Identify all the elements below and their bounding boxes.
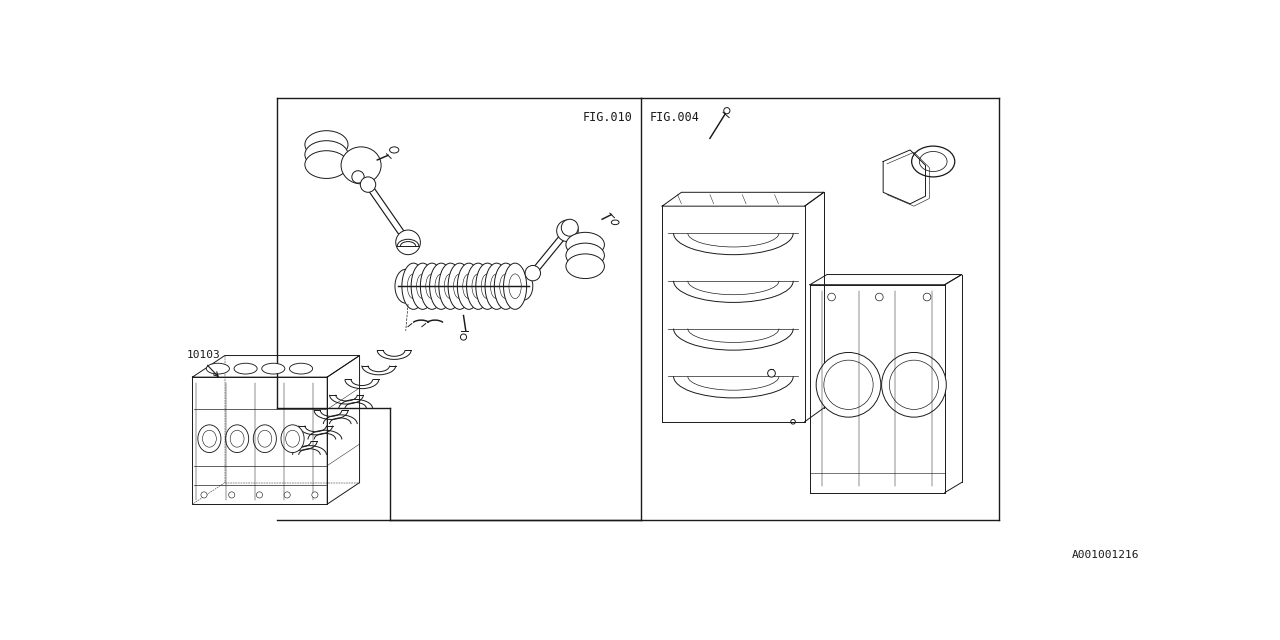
Circle shape	[525, 266, 540, 281]
Ellipse shape	[289, 364, 312, 374]
Ellipse shape	[402, 263, 425, 309]
Circle shape	[284, 492, 291, 498]
Circle shape	[557, 220, 579, 241]
Ellipse shape	[411, 263, 434, 309]
Ellipse shape	[262, 364, 285, 374]
Ellipse shape	[476, 263, 499, 309]
Circle shape	[312, 492, 317, 498]
Ellipse shape	[285, 430, 300, 447]
Ellipse shape	[389, 147, 399, 153]
Ellipse shape	[467, 263, 490, 309]
Ellipse shape	[253, 425, 276, 452]
Ellipse shape	[282, 425, 305, 452]
Circle shape	[396, 230, 420, 255]
Ellipse shape	[305, 131, 348, 159]
Ellipse shape	[485, 263, 508, 309]
Ellipse shape	[340, 147, 381, 184]
Ellipse shape	[202, 430, 216, 447]
Ellipse shape	[396, 269, 416, 303]
Ellipse shape	[911, 146, 955, 177]
Text: FIG.004: FIG.004	[650, 111, 700, 124]
Ellipse shape	[503, 263, 526, 309]
Text: 10103: 10103	[187, 350, 220, 360]
Ellipse shape	[230, 430, 244, 447]
Ellipse shape	[225, 425, 248, 452]
Text: FIG.010: FIG.010	[582, 111, 632, 124]
Ellipse shape	[566, 243, 604, 268]
Circle shape	[201, 492, 207, 498]
Ellipse shape	[457, 263, 480, 309]
Ellipse shape	[566, 254, 604, 278]
Ellipse shape	[817, 353, 881, 417]
Text: A001001216: A001001216	[1073, 550, 1139, 561]
Ellipse shape	[305, 141, 348, 168]
Ellipse shape	[515, 273, 532, 300]
Ellipse shape	[439, 263, 462, 309]
Ellipse shape	[257, 430, 271, 447]
Ellipse shape	[206, 364, 229, 374]
Circle shape	[361, 177, 376, 192]
Circle shape	[352, 171, 365, 183]
Ellipse shape	[882, 353, 946, 417]
Circle shape	[562, 220, 579, 236]
Ellipse shape	[198, 425, 221, 452]
Ellipse shape	[448, 263, 471, 309]
Ellipse shape	[234, 364, 257, 374]
Ellipse shape	[494, 263, 517, 309]
Ellipse shape	[824, 360, 873, 410]
Circle shape	[828, 293, 836, 301]
Circle shape	[256, 492, 262, 498]
Circle shape	[768, 369, 776, 377]
Circle shape	[923, 293, 931, 301]
Circle shape	[876, 293, 883, 301]
Ellipse shape	[890, 360, 938, 410]
Ellipse shape	[430, 263, 453, 309]
Ellipse shape	[305, 150, 348, 179]
Ellipse shape	[566, 232, 604, 257]
Circle shape	[229, 492, 234, 498]
Ellipse shape	[420, 263, 443, 309]
Ellipse shape	[919, 152, 947, 172]
